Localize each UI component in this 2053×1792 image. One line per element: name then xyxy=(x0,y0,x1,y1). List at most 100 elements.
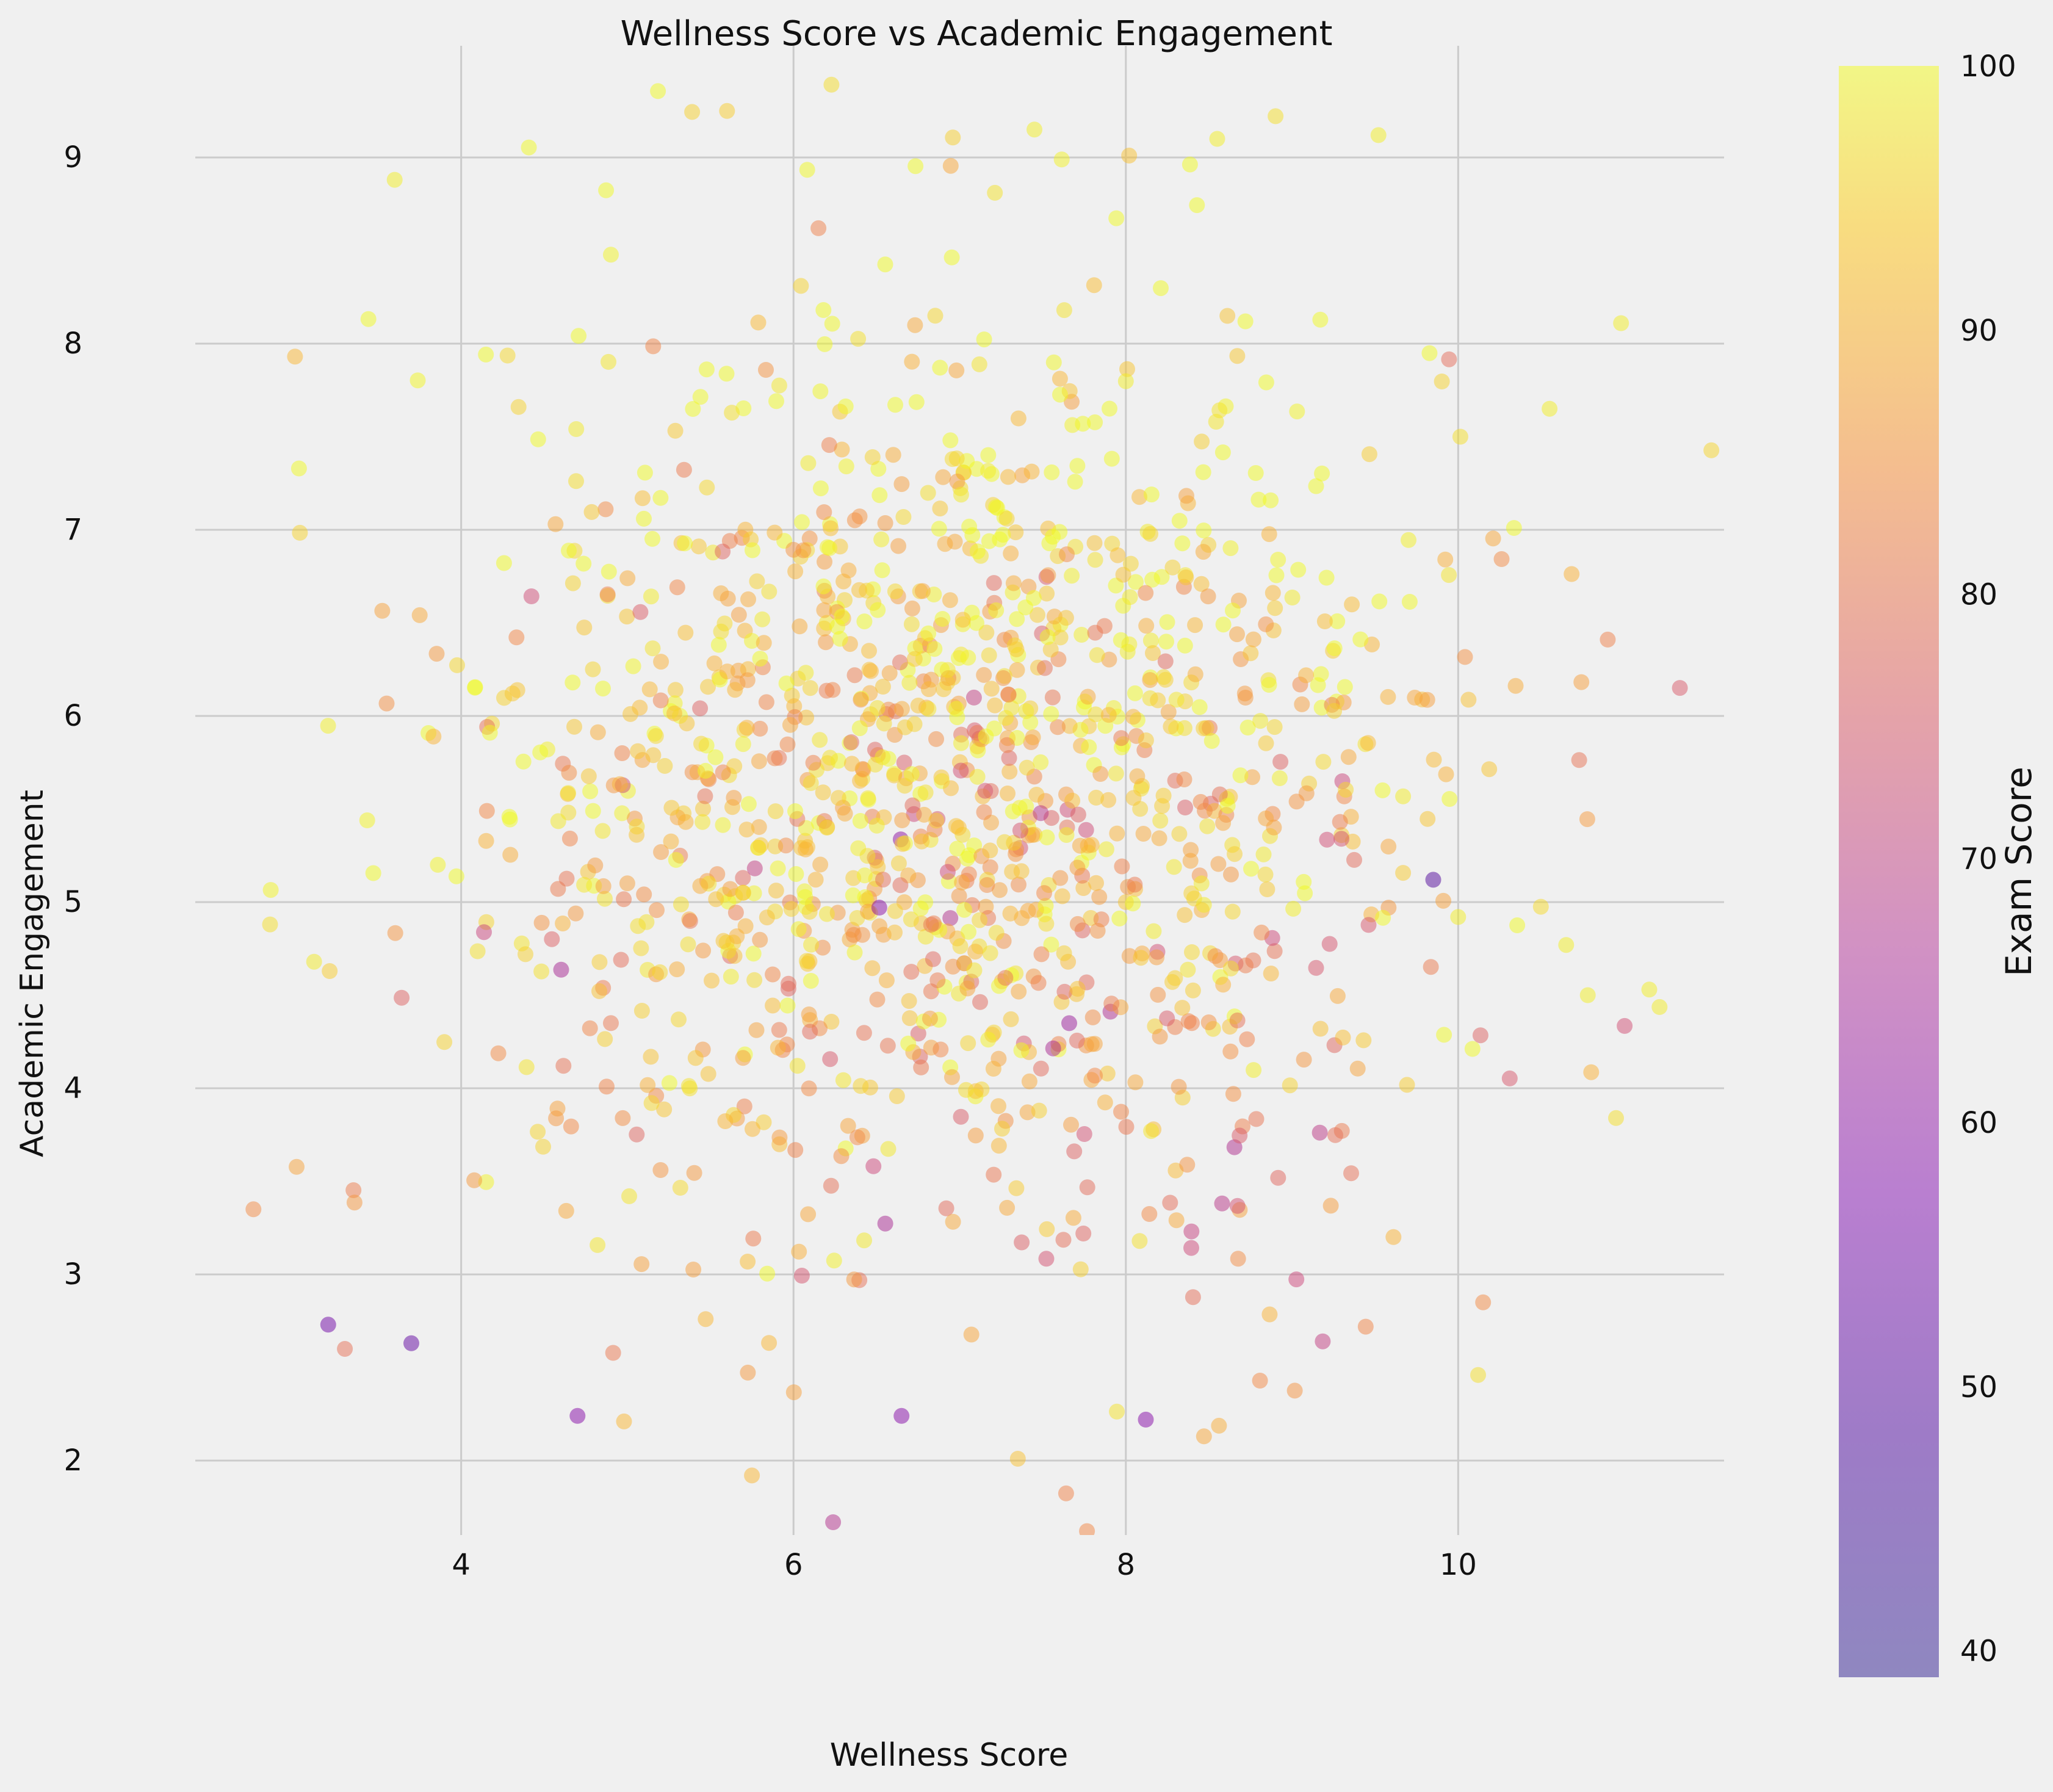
scatter-point xyxy=(550,813,566,829)
scatter-point xyxy=(717,1113,734,1129)
scatter-point xyxy=(669,961,685,978)
scatter-point xyxy=(892,654,908,671)
scatter-point xyxy=(337,1341,353,1357)
scatter-point xyxy=(980,1031,997,1048)
scatter-point xyxy=(926,915,942,931)
scatter-point xyxy=(951,888,967,905)
y-axis-ticks: 2 3 4 5 6 7 8 9 xyxy=(63,140,82,1478)
scatter-point xyxy=(661,1075,677,1091)
scatter-point xyxy=(1138,732,1154,748)
scatter-point xyxy=(943,780,959,797)
scatter-point xyxy=(601,563,617,580)
scatter-point xyxy=(1178,488,1194,504)
scatter-point xyxy=(530,431,546,447)
scatter-point xyxy=(986,1166,1002,1183)
scatter-point xyxy=(1152,812,1169,829)
scatter-point xyxy=(1014,1234,1030,1251)
scatter-point xyxy=(719,663,735,680)
scatter-point xyxy=(1079,1523,1095,1535)
scatter-point xyxy=(1229,626,1245,643)
scatter-point xyxy=(768,393,784,410)
scatter-point xyxy=(920,485,936,501)
scatter-point xyxy=(1046,609,1063,625)
scatter-point xyxy=(1583,1064,1600,1080)
scatter-point xyxy=(643,588,659,605)
scatter-point xyxy=(812,856,829,873)
scatter-point xyxy=(953,1108,969,1125)
scatter-point xyxy=(873,531,890,547)
scatter-point xyxy=(1013,1042,1030,1058)
scatter-point xyxy=(1037,660,1053,676)
scatter-point xyxy=(1044,689,1061,706)
scatter-point xyxy=(1225,602,1241,619)
scatter-point xyxy=(597,501,614,518)
scatter-point xyxy=(745,542,760,558)
scatter-point xyxy=(1329,613,1346,629)
scatter-point xyxy=(942,157,959,174)
scatter-point xyxy=(797,889,814,905)
scatter-point xyxy=(549,1100,566,1117)
scatter-point xyxy=(1109,1403,1125,1420)
scatter-point xyxy=(1193,875,1210,892)
scatter-point xyxy=(1232,767,1249,784)
scatter-point xyxy=(1208,414,1224,430)
scatter-point xyxy=(634,490,651,507)
scatter-point xyxy=(870,602,886,618)
scatter-point xyxy=(650,83,666,99)
scatter-point xyxy=(995,527,1011,543)
scatter-point xyxy=(727,905,744,921)
scatter-point xyxy=(633,940,649,956)
scatter-point xyxy=(740,796,757,812)
scatter-point xyxy=(1086,535,1103,551)
scatter-point xyxy=(835,1072,851,1088)
scatter-point xyxy=(817,336,833,352)
scatter-point xyxy=(530,1124,546,1140)
scatter-point xyxy=(1285,900,1302,917)
scatter-point xyxy=(961,518,978,535)
scatter-point xyxy=(817,554,832,570)
scatter-point xyxy=(1651,999,1668,1015)
scatter-point xyxy=(824,316,840,332)
scatter-point xyxy=(1441,351,1457,367)
scatter-point xyxy=(793,1268,810,1284)
scatter-point xyxy=(1067,474,1083,490)
scatter-point xyxy=(1326,703,1343,719)
scatter-point xyxy=(1314,465,1330,482)
scatter-point xyxy=(810,220,827,236)
scatter-point xyxy=(1098,841,1114,858)
scatter-point xyxy=(787,803,803,819)
scatter-point xyxy=(1043,936,1059,953)
scatter-point xyxy=(1179,1157,1196,1173)
scatter-point xyxy=(1272,754,1289,770)
scatter-point xyxy=(1214,1195,1230,1212)
scatter-point xyxy=(1223,866,1239,883)
scatter-point xyxy=(1184,1015,1200,1031)
scatter-point xyxy=(649,902,665,919)
scatter-point xyxy=(560,785,576,801)
scatter-point xyxy=(652,490,669,506)
scatter-point xyxy=(840,562,857,579)
scatter-point xyxy=(1509,917,1526,933)
scatter-point xyxy=(1185,1289,1201,1306)
y-tick-label: 8 xyxy=(63,327,82,361)
scatter-point xyxy=(1091,889,1108,905)
scatter-point xyxy=(995,670,1011,686)
scatter-point xyxy=(1266,943,1283,959)
scatter-point xyxy=(1222,1043,1239,1060)
scatter-point xyxy=(791,1243,807,1260)
scatter-point xyxy=(1329,988,1346,1004)
scatter-point xyxy=(859,848,876,864)
scatter-point xyxy=(887,583,903,599)
scatter-point xyxy=(706,655,723,671)
scatter-point xyxy=(805,754,821,771)
scatter-point xyxy=(632,604,649,620)
scatter-point xyxy=(939,864,956,880)
scatter-point xyxy=(1121,636,1138,652)
scatter-point xyxy=(851,582,867,598)
scatter-point xyxy=(1250,491,1267,508)
scatter-point xyxy=(1613,315,1629,331)
scatter-point xyxy=(533,914,550,931)
scatter-point xyxy=(1237,690,1254,706)
scatter-point xyxy=(893,1407,910,1424)
scatter-point xyxy=(1129,768,1146,784)
